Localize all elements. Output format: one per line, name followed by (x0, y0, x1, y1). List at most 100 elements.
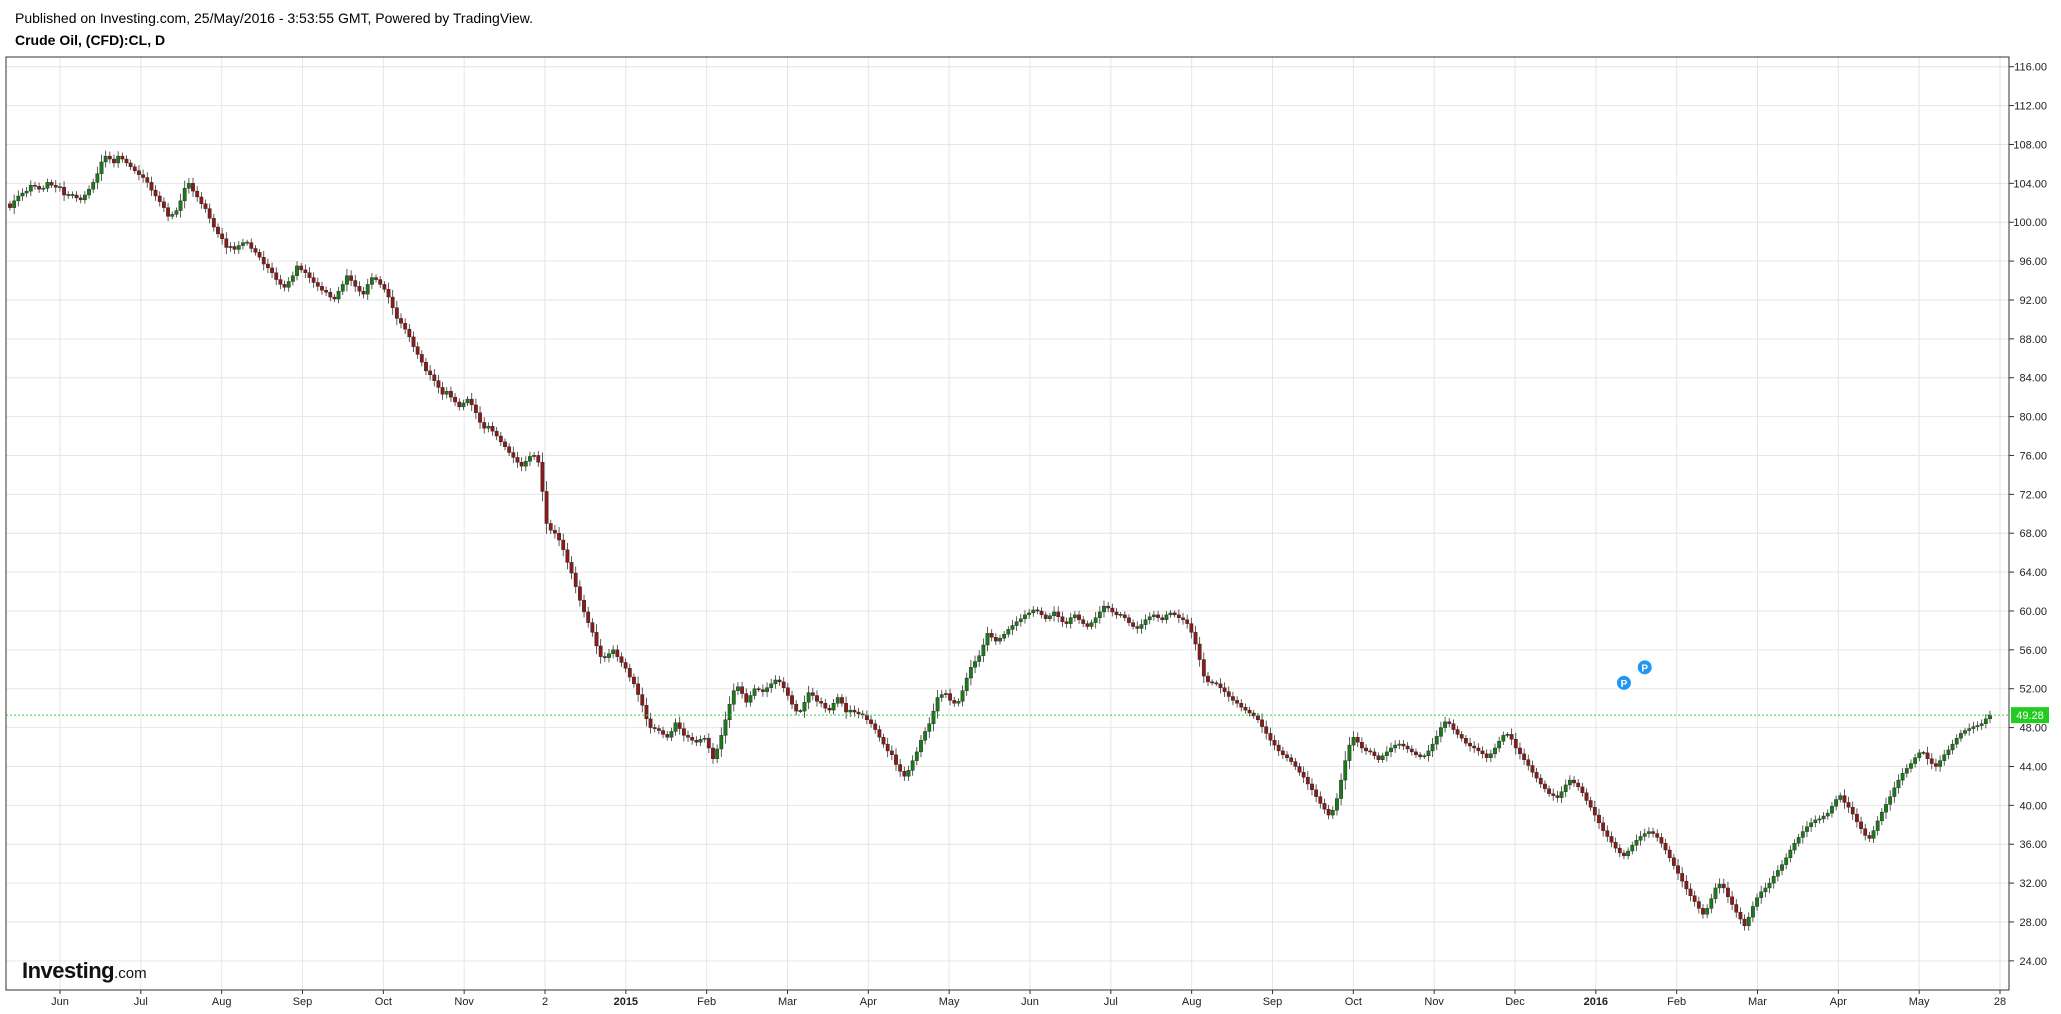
candle (1409, 745, 1414, 756)
candle (320, 281, 324, 295)
candle (357, 281, 362, 297)
candle (378, 276, 383, 288)
candle (1314, 784, 1319, 803)
candle (182, 180, 187, 209)
candle (1684, 875, 1689, 895)
candle (95, 166, 100, 190)
candle (1251, 709, 1256, 719)
logo-suffix: .com (114, 965, 147, 982)
candle (1879, 807, 1884, 826)
candle (960, 685, 965, 707)
candle (1272, 735, 1277, 751)
candle (623, 658, 628, 673)
candle (178, 193, 183, 218)
candle (1630, 841, 1635, 855)
candle (328, 288, 333, 302)
candle (981, 638, 986, 663)
candle (1176, 609, 1181, 624)
candle (1846, 796, 1851, 813)
candle (686, 730, 690, 742)
candle (1351, 731, 1356, 752)
candle (145, 172, 150, 188)
candle (1721, 878, 1726, 894)
candle (1501, 731, 1506, 745)
candle (1322, 798, 1327, 814)
candle (1493, 743, 1497, 759)
candle (415, 342, 420, 359)
candle (257, 249, 262, 261)
candle (1821, 812, 1826, 823)
candle (548, 519, 553, 535)
x-tick-label: Aug (1182, 996, 1202, 1008)
x-tick-label: Nov (1424, 996, 1444, 1008)
candle (998, 634, 1002, 645)
x-tick-label: Jul (134, 996, 148, 1008)
candle (1588, 796, 1593, 812)
candle (62, 181, 66, 202)
candle (565, 542, 570, 570)
candle (1518, 742, 1522, 760)
candle (802, 695, 807, 718)
candle (715, 744, 720, 764)
x-tick-label: May (1909, 996, 1930, 1008)
candle (977, 650, 982, 668)
candle (1809, 817, 1814, 832)
candle (336, 286, 341, 304)
candle (993, 633, 998, 645)
candle (1713, 883, 1718, 904)
x-tick-label: 2 (542, 996, 548, 1008)
candle (1572, 776, 1576, 787)
candle (1580, 782, 1585, 797)
candle (785, 682, 790, 701)
event-markers[interactable]: PP (1615, 659, 1653, 691)
candle (1863, 823, 1868, 841)
candle (1393, 740, 1398, 753)
candle (652, 723, 657, 733)
marker-p[interactable]: P (1636, 659, 1653, 676)
candle (1463, 735, 1468, 747)
candle (1210, 679, 1215, 686)
candle (1206, 672, 1210, 686)
candle (1871, 826, 1876, 843)
candle (1330, 806, 1335, 819)
candle (681, 722, 686, 742)
candle (1002, 630, 1007, 642)
candle (1734, 899, 1739, 918)
plot-frame (5, 56, 2010, 991)
candle (1601, 816, 1606, 837)
candle (174, 207, 179, 218)
marker-p[interactable]: P (1615, 674, 1632, 691)
candle (1534, 767, 1539, 783)
candle (1742, 914, 1747, 931)
candle (1160, 614, 1165, 624)
candle (1979, 719, 1984, 730)
candle (1484, 749, 1489, 763)
candle (1401, 740, 1406, 751)
candle (1384, 746, 1389, 762)
candle (498, 431, 503, 446)
candle (411, 331, 416, 352)
candle (756, 686, 761, 692)
candle (815, 690, 819, 707)
candle (627, 663, 632, 682)
candle (490, 421, 495, 436)
candle (823, 698, 828, 713)
y-tick-label: 104.00 (2013, 178, 2047, 190)
candle (569, 556, 574, 580)
candle (1193, 625, 1198, 651)
candle (1289, 754, 1294, 766)
candle (1709, 893, 1714, 914)
candle (1072, 610, 1077, 622)
candle (216, 223, 220, 238)
candle (939, 690, 944, 702)
candle (1231, 691, 1235, 706)
candle (877, 725, 882, 742)
candle (1971, 721, 1976, 734)
candle (594, 624, 599, 655)
y-axis: 116.00 112.00 108.00 104.00 100.00 96.00 92.00… (2009, 62, 2047, 968)
candle (1934, 758, 1938, 772)
candle (1505, 732, 1510, 738)
candle (394, 300, 399, 326)
candle (989, 629, 994, 642)
